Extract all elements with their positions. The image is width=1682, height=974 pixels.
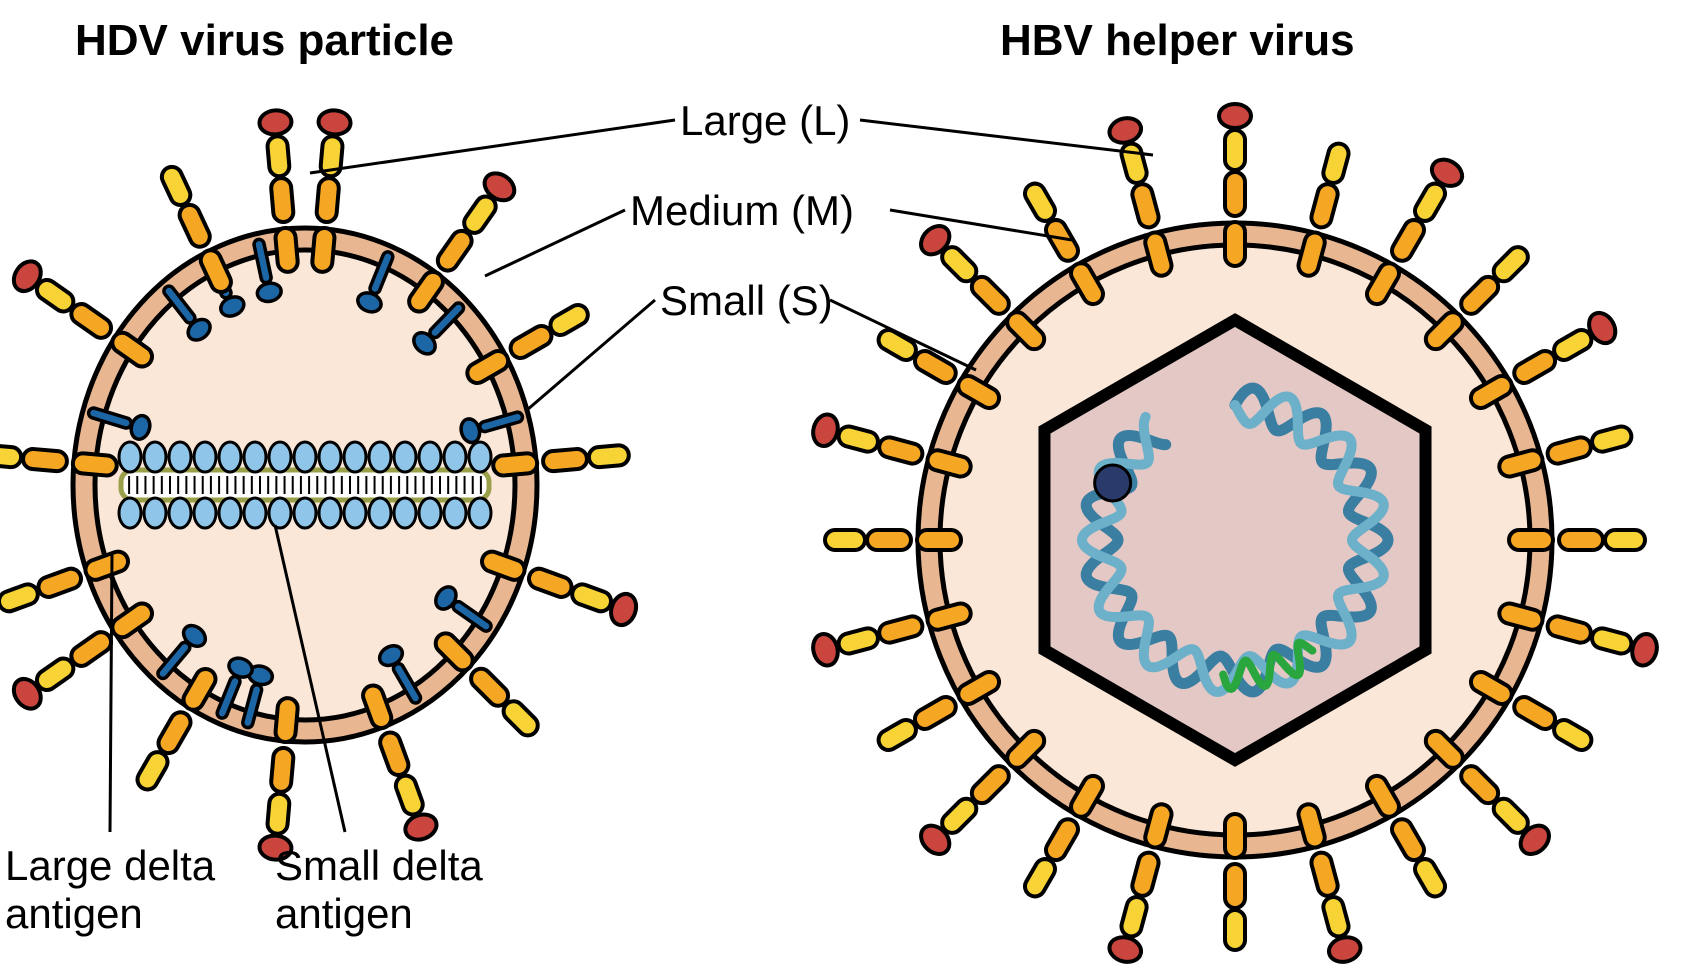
label-small: Small (S): [660, 277, 833, 324]
small-delta-antigen: [294, 442, 316, 472]
large-surface-protein: [915, 220, 1052, 357]
medium-surface-protein: [1225, 814, 1245, 950]
large-surface-protein: [915, 722, 1052, 859]
small-delta-antigen: [469, 498, 491, 528]
small-delta-antigen: [144, 498, 166, 528]
small-delta-antigen: [394, 498, 416, 528]
small-delta-antigen: [244, 498, 266, 528]
hdv-title: HDV virus particle: [75, 16, 454, 65]
large-surface-protein: [1219, 104, 1251, 266]
hbv-title: HBV helper virus: [1000, 16, 1355, 65]
small-delta-antigen: [444, 442, 466, 472]
hdv-rna-genome: [121, 470, 489, 500]
small-delta-antigen: [319, 442, 341, 472]
polymerase-dot: [1095, 465, 1131, 501]
small-delta-antigen: [244, 442, 266, 472]
small-delta-antigen: [169, 498, 191, 528]
small-delta-antigen: [369, 498, 391, 528]
small-delta-antigen: [219, 442, 241, 472]
small-delta-antigen: [119, 442, 141, 472]
medium-surface-protein: [825, 530, 961, 550]
small-delta-antigen: [419, 442, 441, 472]
label-lda-1: Large delta: [5, 842, 216, 889]
large-surface-protein: [1417, 722, 1554, 859]
small-delta-antigen: [319, 498, 341, 528]
leader-line: [310, 120, 675, 173]
small-delta-antigen: [144, 442, 166, 472]
small-delta-antigen: [119, 498, 141, 528]
small-delta-antigen: [194, 498, 216, 528]
small-delta-antigen: [294, 498, 316, 528]
small-delta-antigen: [344, 498, 366, 528]
small-delta-antigen: [269, 498, 291, 528]
small-delta-antigen: [469, 442, 491, 472]
small-delta-antigen: [194, 442, 216, 472]
small-delta-antigen: [269, 442, 291, 472]
medium-surface-protein: [1509, 530, 1645, 550]
leader-line: [110, 555, 112, 832]
small-delta-antigen: [169, 442, 191, 472]
small-delta-antigen: [219, 498, 241, 528]
hdv-particle: [0, 109, 640, 861]
label-sda-2: antigen: [275, 890, 413, 937]
label-large: Large (L): [680, 97, 850, 144]
label-medium: Medium (M): [630, 187, 854, 234]
small-delta-antigen: [394, 442, 416, 472]
small-delta-antigen: [369, 442, 391, 472]
small-delta-antigen: [444, 498, 466, 528]
leader-line: [527, 300, 655, 410]
leader-line: [485, 210, 625, 276]
label-sda-1: Small delta: [275, 842, 483, 889]
hbv-particle: [810, 104, 1661, 965]
label-lda-2: antigen: [5, 890, 143, 937]
small-delta-antigen: [344, 442, 366, 472]
small-delta-antigen: [419, 498, 441, 528]
